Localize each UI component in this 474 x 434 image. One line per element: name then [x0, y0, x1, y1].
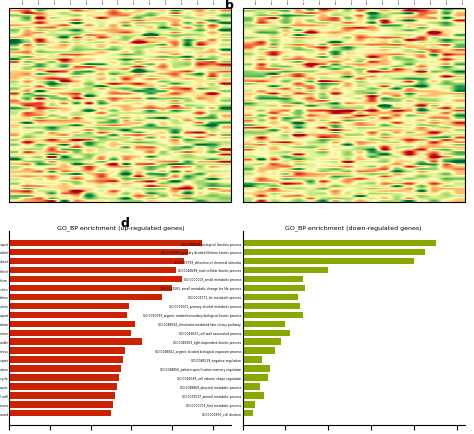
Bar — [243, 249, 425, 256]
Bar — [243, 375, 268, 381]
Bar — [9, 339, 142, 345]
Bar — [9, 401, 113, 408]
Bar — [243, 401, 255, 408]
Bar — [9, 285, 172, 291]
Bar — [9, 365, 121, 372]
Bar — [9, 276, 182, 283]
Bar — [243, 303, 301, 309]
Bar — [243, 321, 285, 327]
Bar — [243, 267, 328, 273]
Bar — [243, 357, 262, 363]
Bar — [243, 240, 436, 247]
Bar — [243, 392, 264, 398]
Bar — [243, 339, 281, 345]
Bar — [9, 240, 202, 247]
Bar — [9, 357, 123, 363]
Bar — [243, 383, 260, 390]
Bar — [9, 258, 184, 264]
Bar — [9, 267, 176, 273]
Title: GO_BP enrichment (down-regulated genes): GO_BP enrichment (down-regulated genes) — [285, 225, 422, 230]
Bar — [243, 330, 290, 336]
Bar — [243, 276, 302, 283]
Bar — [9, 303, 129, 309]
Text: b: b — [225, 0, 234, 12]
Bar — [243, 348, 275, 354]
Bar — [243, 365, 271, 372]
Text: d: d — [120, 216, 129, 229]
Bar — [9, 392, 115, 398]
Bar — [243, 285, 305, 291]
Bar — [9, 249, 188, 256]
Bar — [9, 294, 162, 300]
Bar — [9, 330, 131, 336]
Bar — [9, 375, 119, 381]
Bar — [243, 410, 253, 417]
Bar — [243, 294, 298, 300]
Bar — [9, 321, 136, 327]
Bar — [243, 312, 302, 318]
Bar — [9, 348, 125, 354]
Bar — [9, 312, 128, 318]
Bar — [9, 383, 117, 390]
Title: GO_BP enrichment (up-regulated genes): GO_BP enrichment (up-regulated genes) — [57, 225, 184, 230]
Bar — [9, 410, 111, 417]
Bar — [243, 258, 414, 264]
